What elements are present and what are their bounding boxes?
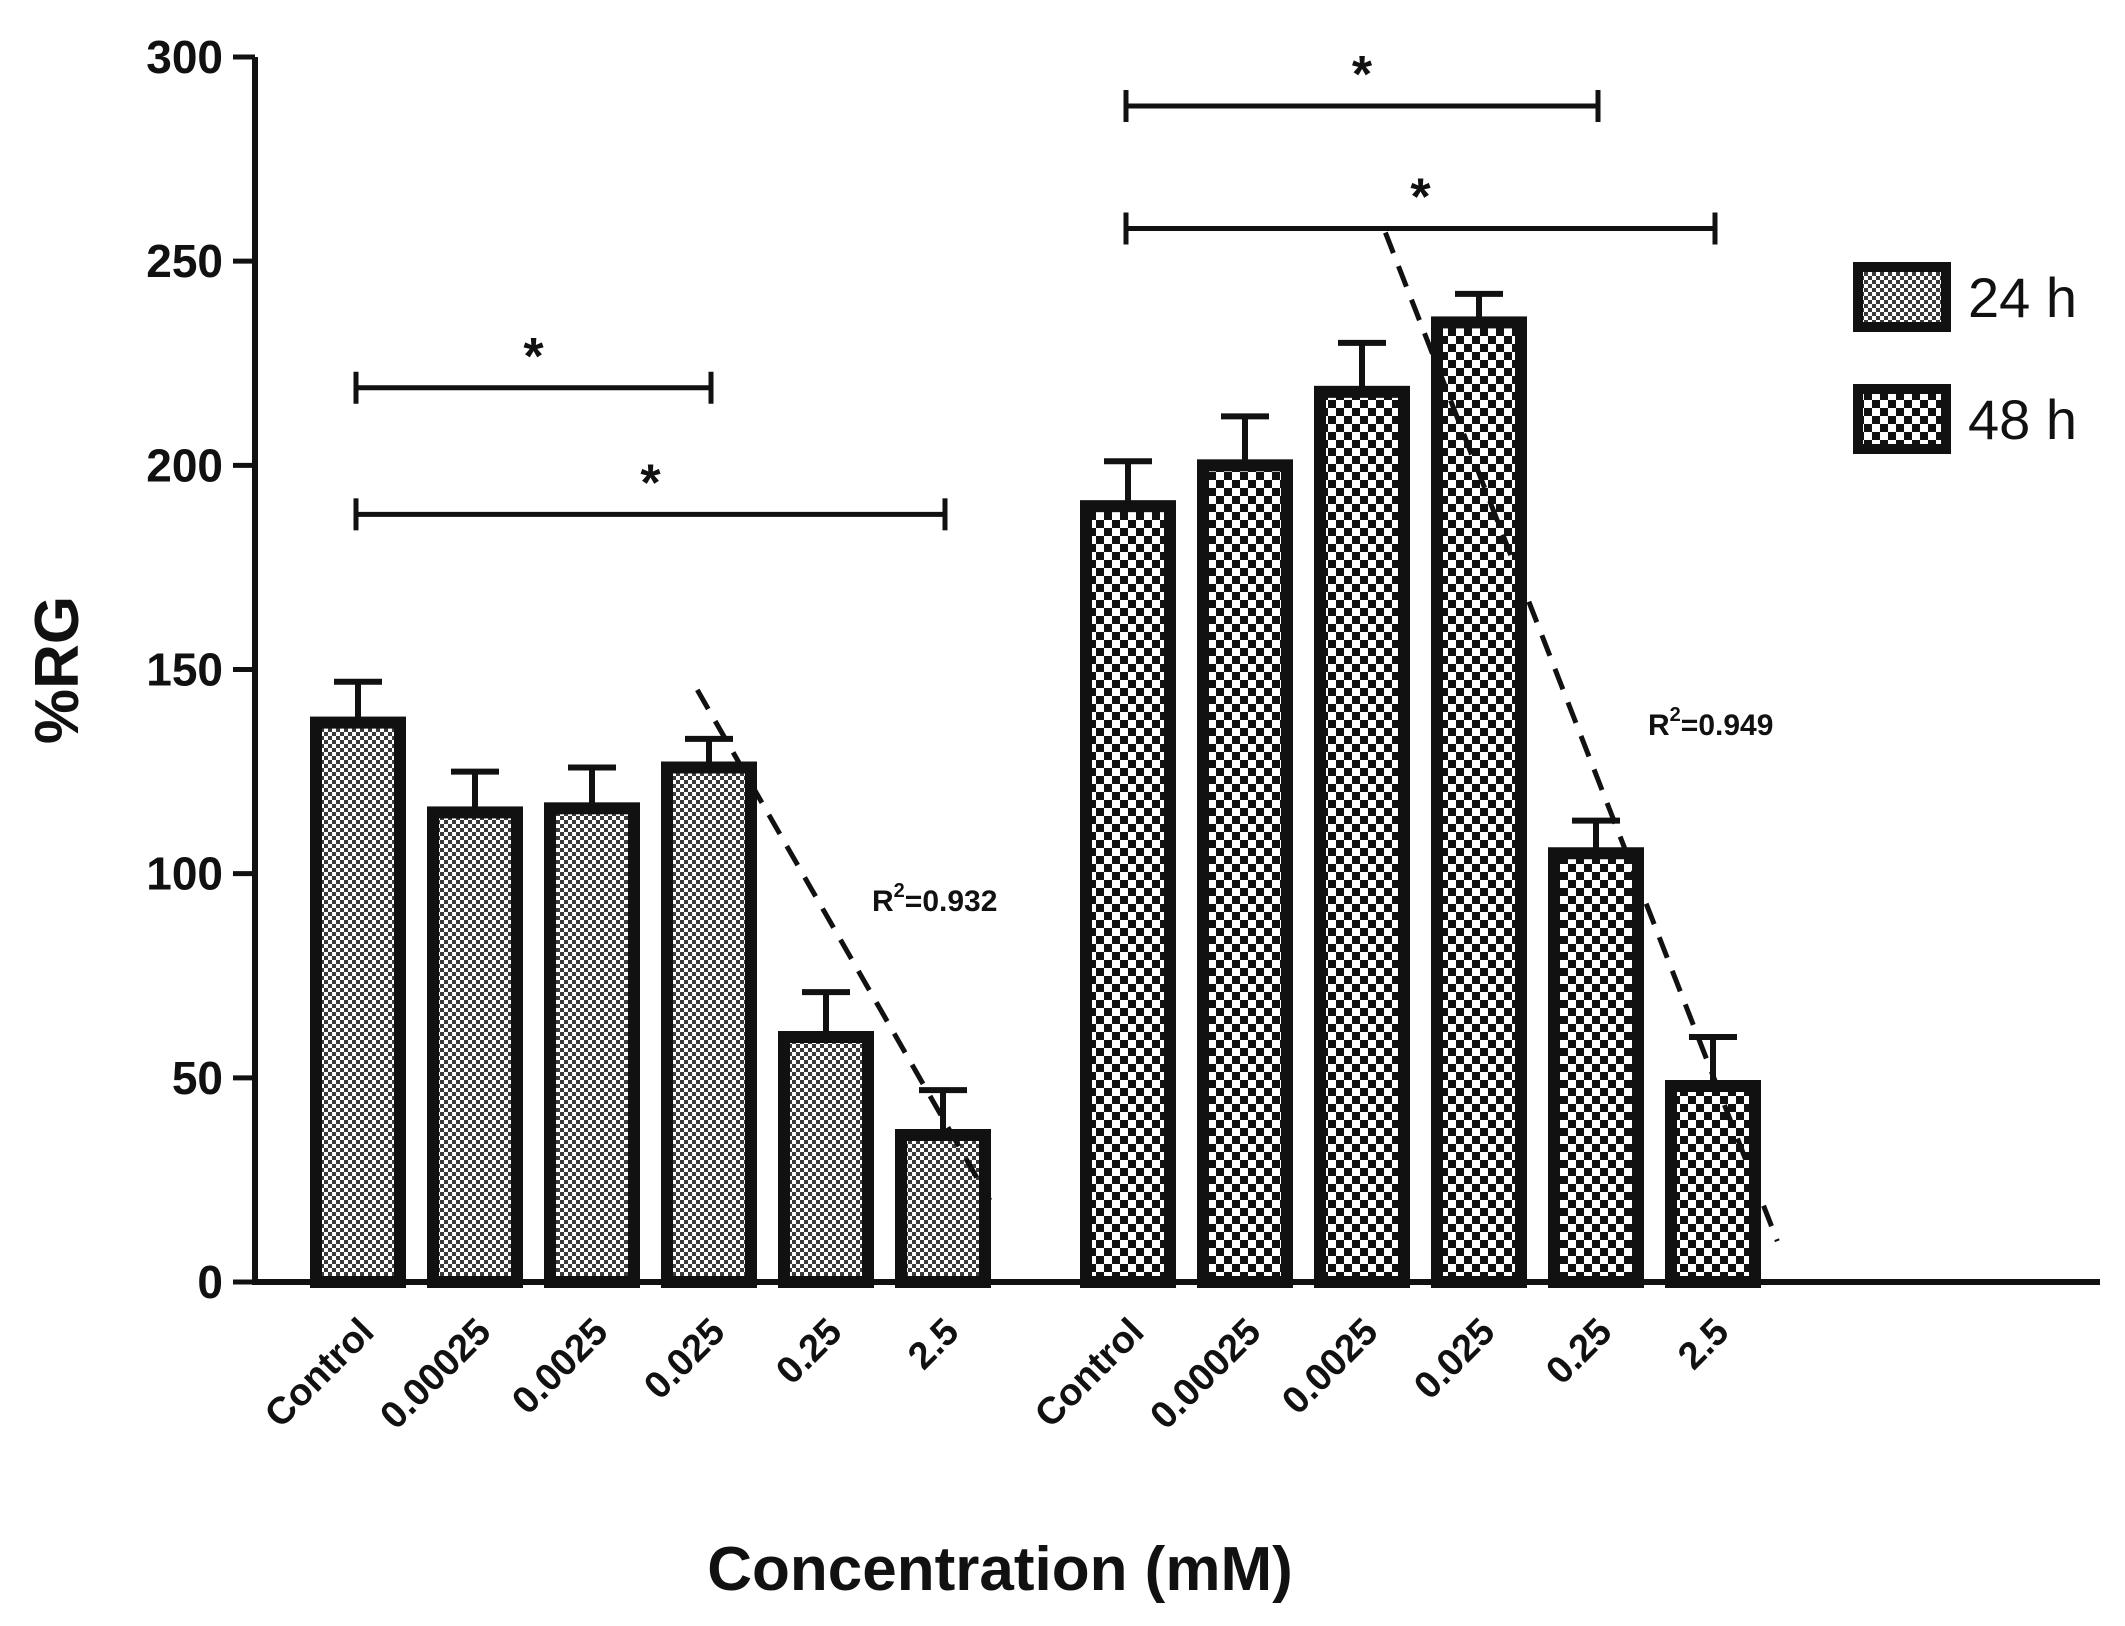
y-tick-label: 50: [172, 1052, 223, 1104]
bar: [544, 802, 640, 1288]
r-squared-value: =0.949: [1681, 709, 1774, 742]
bars: [310, 290, 1761, 1289]
y-tick-label: 250: [146, 235, 223, 287]
y-tick-label: 300: [146, 31, 223, 83]
bar: [895, 1129, 991, 1288]
r-squared-value: =0.932: [905, 885, 998, 918]
significance-star: *: [1410, 169, 1431, 227]
x-tick-label: 0.025: [636, 1311, 733, 1408]
r-squared-sup: 2: [894, 880, 905, 902]
x-tick-label: 0.00025: [373, 1311, 500, 1438]
y-tick-label: 200: [146, 439, 223, 491]
bar: [1431, 316, 1527, 1288]
legend-label: 48 h: [1968, 388, 2077, 451]
x-tick-label: 2.5: [900, 1311, 967, 1378]
y-tick-label: 0: [197, 1256, 223, 1308]
y-tick-label: 150: [146, 644, 223, 696]
legend: 24 h 48 h: [1853, 262, 2077, 454]
x-tick-label: 0.0025: [504, 1311, 616, 1423]
legend-label: 24 h: [1968, 266, 2077, 329]
x-tick-label: Control: [1027, 1311, 1152, 1436]
x-tick-label: 2.5: [1670, 1311, 1737, 1378]
y-tick-label: 100: [146, 848, 223, 900]
bar: [427, 806, 523, 1289]
x-tick-label: 0.025: [1406, 1311, 1503, 1408]
legend-swatch: [1853, 384, 1951, 454]
r-squared-label: R2=0.932: [872, 880, 997, 918]
r-squared-label: R2=0.949: [1648, 704, 1773, 742]
significance-star: *: [640, 454, 661, 512]
bar: [661, 761, 757, 1288]
bar: [1314, 385, 1410, 1289]
bar: [778, 1031, 874, 1288]
x-axis-title: Concentration (mM): [707, 1535, 1293, 1604]
bar: [1197, 459, 1293, 1289]
x-tick-label: 0.00025: [1143, 1311, 1270, 1438]
bar: [1080, 500, 1176, 1288]
significance-star: *: [1352, 46, 1373, 104]
legend-swatch: [1853, 262, 1951, 332]
r-squared-base: R: [872, 885, 894, 918]
r-squared-base: R: [1648, 709, 1670, 742]
y-axis-title: %RG: [23, 596, 92, 744]
trend-line: [695, 688, 992, 1202]
bar: [310, 716, 406, 1288]
x-tick-label: 0.25: [768, 1311, 850, 1393]
trend-line: [1383, 231, 1780, 1243]
x-tick-label: 0.0025: [1274, 1311, 1386, 1423]
x-tick-label: 0.25: [1538, 1311, 1620, 1393]
r-squared-sup: 2: [1670, 704, 1681, 726]
bar: [1665, 1080, 1761, 1288]
annotations: R2=0.932**R2=0.949**: [353, 46, 1780, 1243]
x-tick-label: Control: [257, 1311, 382, 1436]
significance-star: *: [523, 328, 544, 386]
bar: [1548, 847, 1644, 1288]
